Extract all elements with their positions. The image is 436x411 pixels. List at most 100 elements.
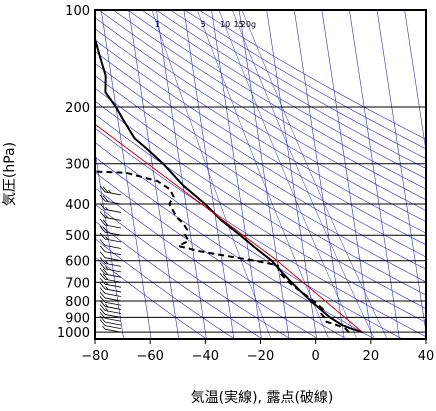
wind-barb-feather <box>99 218 106 226</box>
dry-adiabat-line <box>95 75 426 283</box>
isotherm-line <box>349 10 400 339</box>
mixing-ratio-label: 10 <box>220 20 230 29</box>
wind-barb-feather <box>99 245 106 253</box>
wind-barb-feather <box>102 195 109 202</box>
wind-barb-feather <box>102 273 109 281</box>
wind-barb-feather <box>99 291 106 299</box>
wind-barb-staff <box>104 251 122 256</box>
wind-barb-feather <box>99 203 106 210</box>
isotherm-line <box>156 10 207 339</box>
wind-barb-half-feather <box>105 286 109 290</box>
y-tick-label: 400 <box>65 198 90 213</box>
dewpoint-line <box>95 170 350 333</box>
wind-barb-half-feather <box>105 236 109 240</box>
dry-adiabat-line <box>170 10 426 159</box>
wind-barb-feather <box>99 239 106 246</box>
dry-adiabat-line <box>95 156 375 339</box>
grid-lines <box>95 10 426 333</box>
dry-adiabat-line <box>95 171 347 339</box>
dry-adiabat-line <box>95 203 291 339</box>
x-tick-label: −20 <box>247 349 274 364</box>
mixing-ratio-label: 5 <box>201 20 206 29</box>
y-tick-label: 200 <box>65 101 90 116</box>
isotherm-line <box>100 10 152 339</box>
isotherm-line <box>404 10 426 153</box>
dry-adiabat-line <box>95 28 426 234</box>
dry-adiabat-line <box>95 187 319 339</box>
wind-barb-staff <box>104 257 122 262</box>
dry-adiabat-line <box>95 51 426 258</box>
wind-barb-feather <box>99 257 106 264</box>
wind-barb-feather <box>99 304 106 311</box>
y-tick-label: 1000 <box>57 326 90 341</box>
mixing-ratio-label: 15 <box>233 20 243 29</box>
isotherm-line <box>95 148 124 339</box>
wind-barb-feather <box>99 267 106 275</box>
wind-barb-feather <box>102 226 109 234</box>
wind-barb-feather <box>102 219 109 226</box>
isotherm-line <box>238 10 290 339</box>
wind-barb-feather <box>99 312 106 319</box>
y-tick-label: 700 <box>65 276 90 291</box>
mixing-ratio-line <box>151 10 272 339</box>
wind-barb-feather <box>99 232 106 240</box>
wind-barb-half-feather <box>105 303 109 308</box>
dry-adiabat-line <box>141 10 426 180</box>
isotherm-line <box>321 10 373 339</box>
isotherm-line <box>432 10 436 339</box>
y-tick-label: 600 <box>65 255 90 270</box>
mixing-ratio-line <box>232 10 375 339</box>
wind-barb-half-feather <box>105 281 109 286</box>
wind-barb-feather <box>99 225 106 233</box>
wind-barb-staff <box>104 293 122 297</box>
wind-barb-staff <box>104 321 122 326</box>
dry-adiabat-line <box>95 63 426 270</box>
y-tick-label: 900 <box>65 311 90 326</box>
dry-adiabat-line <box>127 10 426 190</box>
dry-adiabat-line <box>95 127 426 338</box>
parcel-line <box>95 123 363 333</box>
wind-barb-half-feather <box>105 206 109 211</box>
dry-adiabat-line <box>95 256 207 339</box>
wind-barb-feather <box>102 186 109 193</box>
x-tick-label: −80 <box>81 349 108 364</box>
y-axis-title: 気圧(hPa) <box>2 142 18 206</box>
wind-barb-feather <box>99 282 106 290</box>
isotherm-line <box>293 10 345 339</box>
dry-adiabat-line <box>184 10 426 150</box>
isotherm-line <box>266 10 318 339</box>
dry-adiabat-line <box>156 10 426 169</box>
wind-barb-feather <box>99 277 106 285</box>
wind-barb-staff <box>104 328 122 333</box>
y-tick-label: 500 <box>65 229 90 244</box>
x-tick-label: −40 <box>192 349 219 364</box>
dry-adiabat-line <box>95 220 263 339</box>
wind-barb-feather <box>99 300 106 307</box>
x-tick-label: 40 <box>418 349 435 364</box>
wind-barb-feather <box>99 262 106 270</box>
dry-adiabat-line <box>95 114 426 323</box>
dry-adiabat-line <box>98 10 426 211</box>
dry-adiabat-line <box>95 142 403 339</box>
wind-barb-half-feather <box>105 266 109 270</box>
wind-barb-staff <box>104 325 122 330</box>
temperature-line <box>95 35 363 334</box>
wind-barb-half-feather <box>108 189 112 194</box>
wind-barb-half-feather <box>102 325 106 330</box>
wind-barb-staff <box>104 301 122 306</box>
y-tick-label: 800 <box>65 295 90 310</box>
wind-barb-half-feather <box>105 214 109 219</box>
dry-adiabat-line <box>95 87 426 296</box>
y-tick-label: 100 <box>65 4 90 19</box>
mixing-ratio-label: 20g <box>241 20 256 29</box>
x-axis: −80 −60 −40 −20 0 20 40 <box>81 339 434 364</box>
mixing-ratio-line <box>218 10 358 339</box>
wind-barb-staff <box>104 314 122 318</box>
x-tick-label: −60 <box>136 349 163 364</box>
wind-barb-feather <box>99 251 106 258</box>
wind-barb-staff <box>104 317 122 322</box>
wind-barb-feather <box>99 319 106 326</box>
